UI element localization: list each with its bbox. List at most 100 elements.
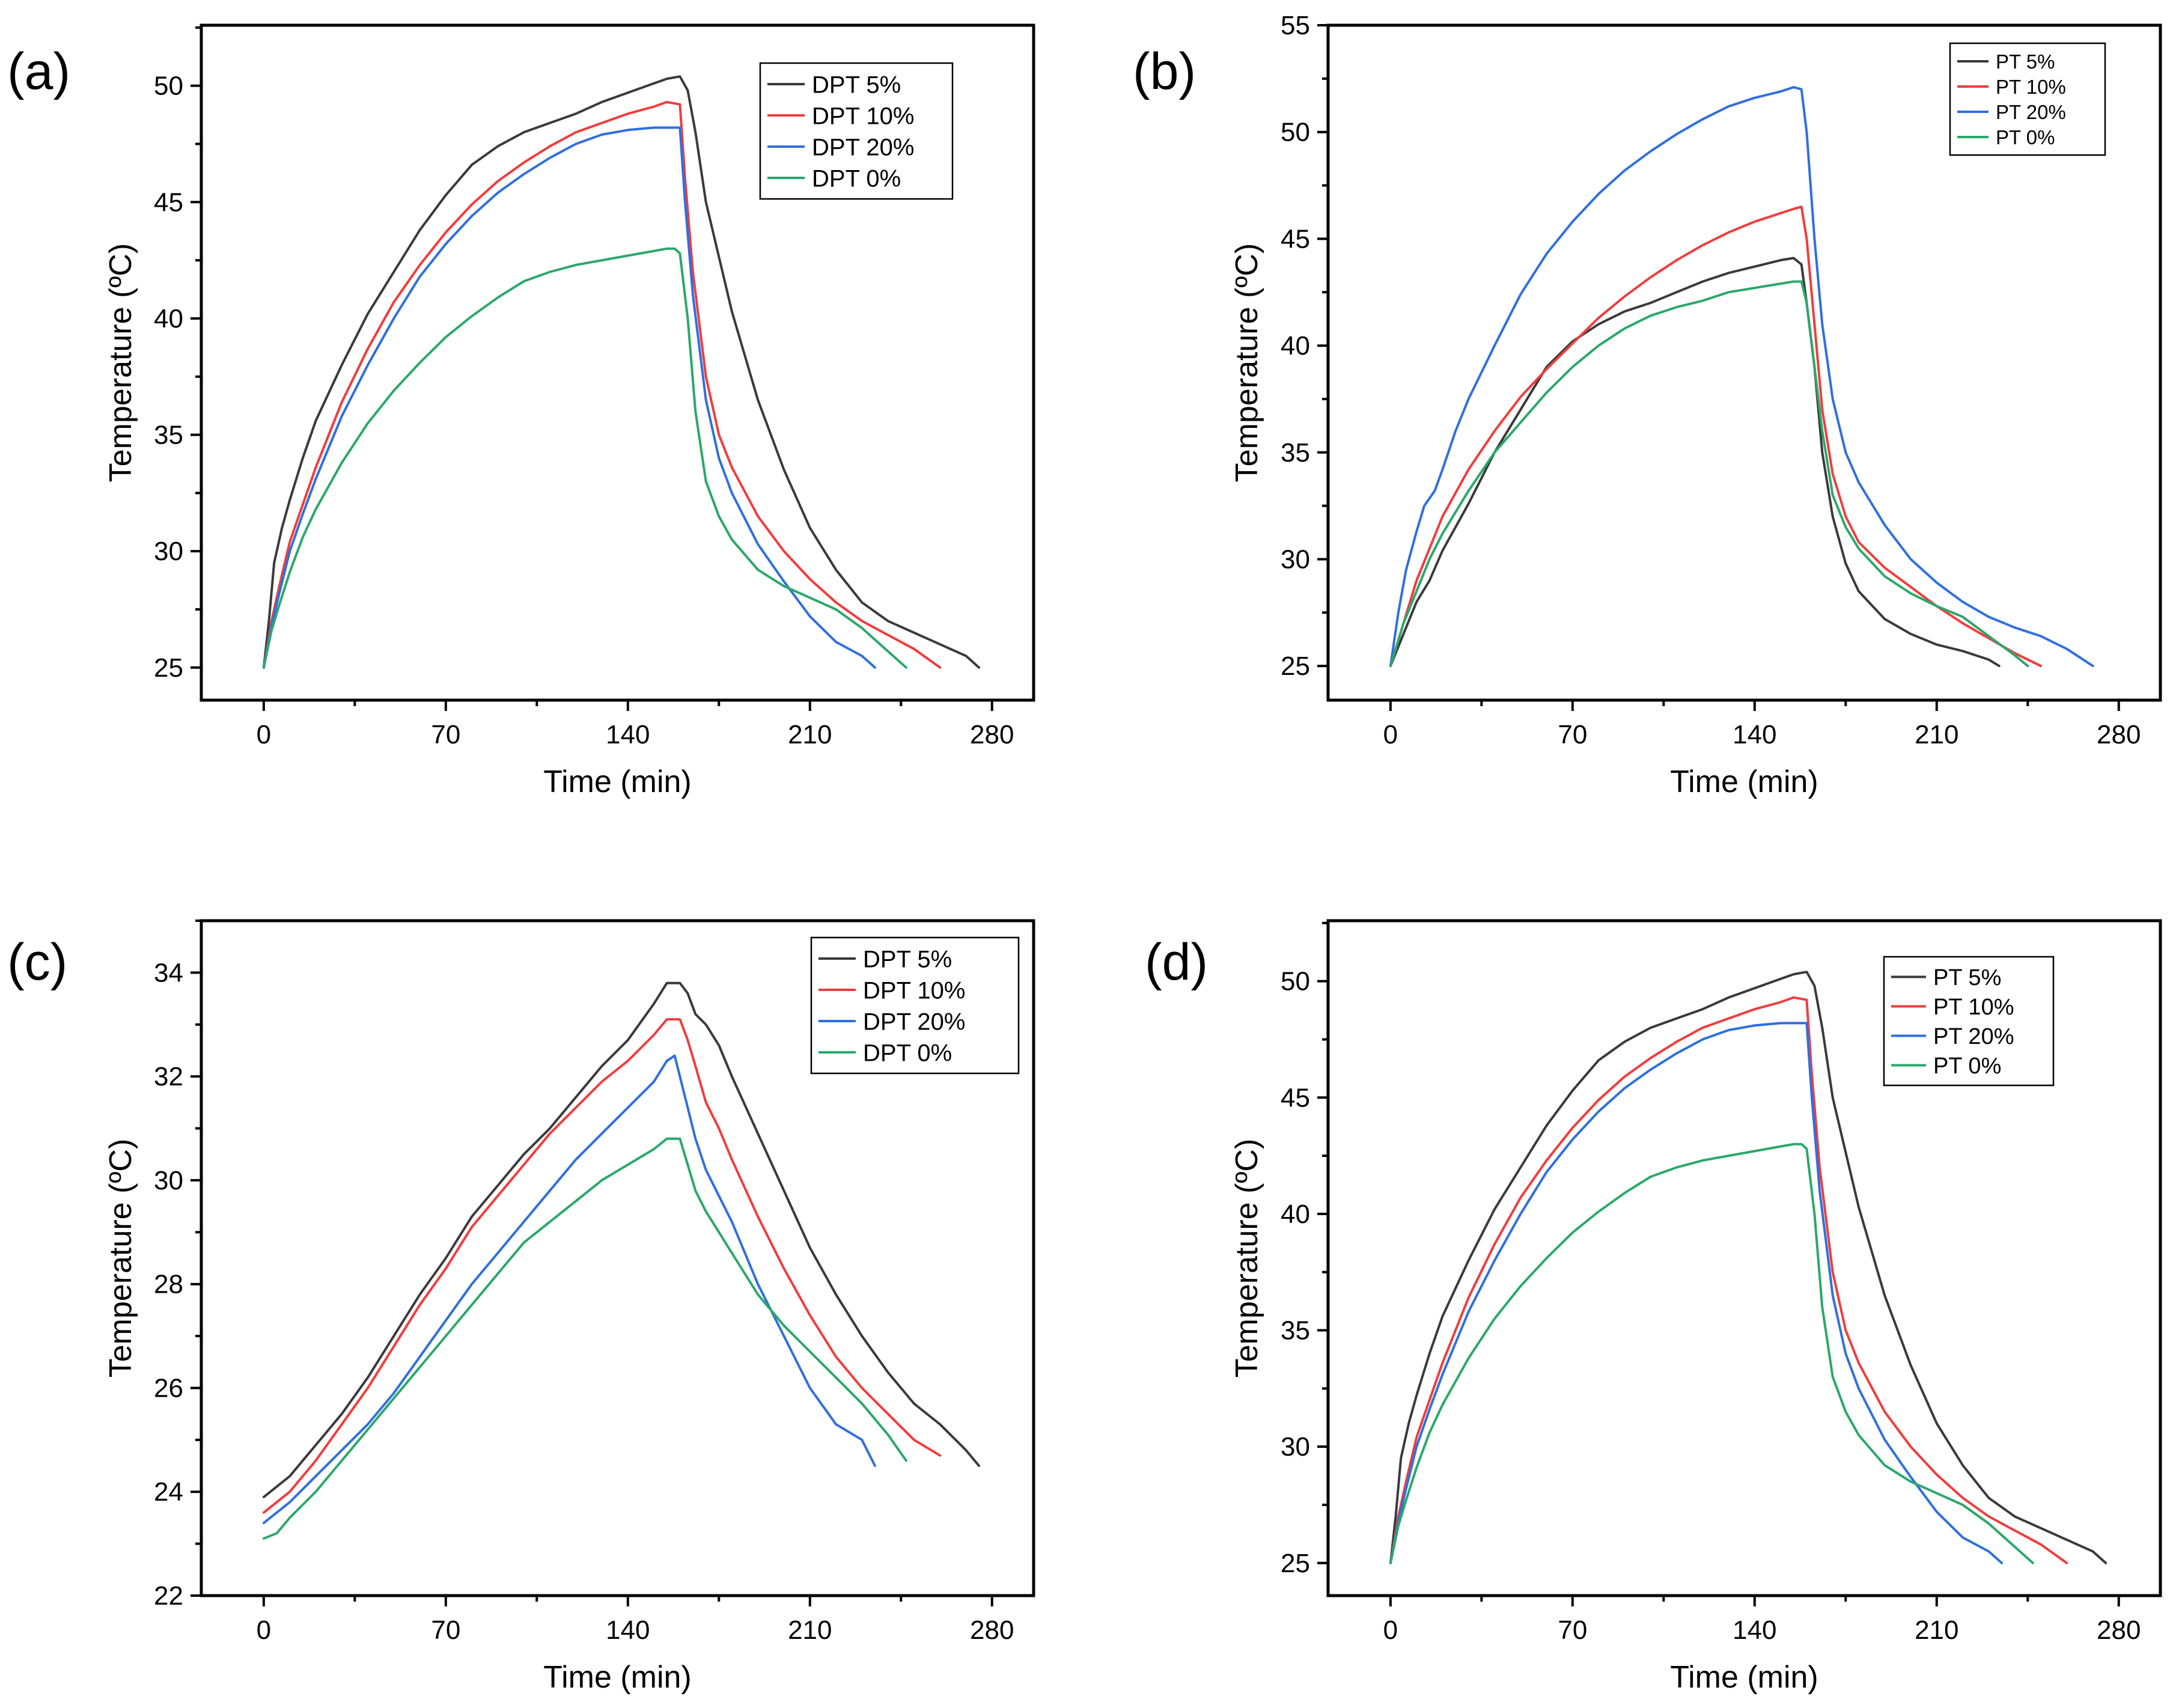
legend-label: DPT 0% bbox=[863, 1040, 952, 1066]
x-tick-label: 70 bbox=[1558, 1615, 1587, 1645]
chart-panel-1: (a) 0 70 140 210 280 25 30 35 40 45 50 Time (min) Tem… bbox=[7, 23, 1035, 799]
legend: DPT 5% DPT 10% DPT 20% DPT 0% bbox=[810, 936, 1020, 1075]
series-line-3 bbox=[1389, 86, 2094, 668]
legend-label: PT 10% bbox=[1933, 995, 2014, 1020]
y-tick-label: 30 bbox=[154, 1166, 183, 1195]
y-tick-label: 40 bbox=[154, 304, 183, 334]
y-tick-label: 45 bbox=[154, 188, 183, 217]
series-line-2 bbox=[1389, 206, 2042, 668]
plot-frame bbox=[200, 919, 1035, 1597]
x-tick-label: 280 bbox=[970, 1615, 1014, 1645]
series-line-4 bbox=[262, 1137, 907, 1540]
x-tick-label: 70 bbox=[431, 1615, 460, 1645]
chart-panel-2: (b) 0 70 140 210 280 25 30 35 40 45 50 55 Time (min) T… bbox=[1133, 11, 2162, 799]
legend-box bbox=[810, 936, 1020, 1075]
y-tick-label: 50 bbox=[154, 72, 183, 101]
y-tick-label: 26 bbox=[154, 1373, 183, 1403]
y-tick-label: 25 bbox=[1281, 651, 1310, 681]
series-line-4 bbox=[1389, 1142, 2034, 1564]
series-line-3 bbox=[262, 126, 876, 669]
series-line-1 bbox=[1389, 257, 2001, 668]
legend: PT 5% PT 10% PT 20% PT 0% bbox=[1883, 956, 2055, 1087]
x-tick-label: 0 bbox=[257, 1615, 271, 1645]
y-tick-label: 45 bbox=[1281, 1083, 1310, 1112]
series-line-4 bbox=[262, 247, 907, 669]
y-tick-label: 50 bbox=[1281, 118, 1310, 147]
y-tick-label: 35 bbox=[1281, 438, 1310, 468]
y-axis-title: Temperature (ºC) bbox=[103, 243, 138, 483]
panel-label: (c) bbox=[7, 933, 67, 991]
series-group bbox=[262, 75, 981, 669]
legend-label: PT 10% bbox=[1996, 76, 2066, 98]
x-tick-label: 70 bbox=[1558, 720, 1587, 749]
series-group bbox=[262, 981, 981, 1540]
y-tick-label: 35 bbox=[154, 421, 183, 450]
x-tick-label: 140 bbox=[606, 720, 650, 749]
legend-label: PT 20% bbox=[1933, 1024, 2014, 1049]
legend-label: DPT 5% bbox=[812, 72, 901, 98]
x-tick-label: 140 bbox=[606, 1615, 650, 1645]
legend-label: DPT 5% bbox=[863, 946, 952, 972]
panel-label: (d) bbox=[1145, 933, 1208, 991]
y-tick-label: 22 bbox=[154, 1581, 183, 1611]
legend-label: PT 5% bbox=[1996, 50, 2055, 73]
x-tick-label: 0 bbox=[1383, 720, 1398, 749]
legend-label: DPT 0% bbox=[812, 165, 901, 192]
series-line-1 bbox=[262, 981, 981, 1498]
legend-label: PT 0% bbox=[1996, 126, 2055, 148]
x-tick-label: 0 bbox=[257, 720, 271, 749]
legend-box bbox=[1883, 956, 2055, 1087]
series-line-2 bbox=[1389, 996, 2068, 1564]
series-line-2 bbox=[262, 1018, 942, 1514]
x-tick-label: 280 bbox=[2097, 1615, 2141, 1645]
y-tick-label: 40 bbox=[1281, 331, 1310, 361]
legend-label: PT 5% bbox=[1933, 965, 2001, 990]
y-tick-label: 34 bbox=[154, 958, 183, 987]
legend-label: DPT 10% bbox=[863, 977, 965, 1004]
legend: PT 5% PT 10% PT 20% PT 0% bbox=[1949, 42, 2106, 156]
series-line-1 bbox=[262, 75, 981, 669]
y-tick-label: 25 bbox=[1281, 1549, 1310, 1578]
x-tick-label: 70 bbox=[431, 720, 460, 749]
y-tick-label: 24 bbox=[154, 1477, 183, 1507]
y-tick-label: 45 bbox=[1281, 224, 1310, 254]
x-axis-title: Time (min) bbox=[543, 764, 692, 799]
y-tick-label: 28 bbox=[154, 1270, 183, 1299]
x-tick-label: 280 bbox=[2097, 720, 2141, 749]
legend-label: DPT 20% bbox=[812, 134, 914, 160]
y-tick-label: 30 bbox=[154, 537, 183, 566]
plot-frame bbox=[1326, 23, 2162, 702]
legend-label: PT 20% bbox=[1996, 101, 2066, 123]
chart-panel-4: (d) 0 70 140 210 280 25 30 35 40 45 50 Time (min) Tem… bbox=[1145, 919, 2162, 1695]
x-axis-title: Time (min) bbox=[1670, 1660, 1818, 1695]
legend-label: DPT 20% bbox=[863, 1008, 965, 1035]
x-tick-label: 280 bbox=[970, 720, 1014, 749]
y-tick-label: 55 bbox=[1281, 11, 1310, 40]
panel-label: (a) bbox=[7, 43, 70, 100]
legend-label: DPT 10% bbox=[812, 103, 914, 129]
legend-box bbox=[759, 62, 954, 200]
series-line-1 bbox=[1389, 971, 2108, 1564]
plot-frame bbox=[1326, 919, 2162, 1597]
series-group bbox=[1389, 86, 2094, 668]
y-tick-label: 25 bbox=[154, 653, 183, 683]
legend-label: PT 0% bbox=[1933, 1054, 2001, 1079]
y-axis-title: Temperature (ºC) bbox=[1230, 243, 1264, 483]
x-tick-label: 210 bbox=[1915, 1615, 1958, 1645]
series-line-3 bbox=[1389, 1022, 2003, 1564]
x-axis-title: Time (min) bbox=[1670, 764, 1818, 799]
x-tick-label: 210 bbox=[788, 1615, 832, 1645]
y-tick-label: 50 bbox=[1281, 967, 1310, 996]
y-tick-label: 32 bbox=[154, 1062, 183, 1091]
x-tick-label: 140 bbox=[1733, 720, 1776, 749]
y-tick-label: 30 bbox=[1281, 1432, 1310, 1462]
plot-frame bbox=[200, 23, 1035, 702]
series-line-3 bbox=[262, 1054, 876, 1525]
x-tick-label: 0 bbox=[1383, 1615, 1398, 1645]
x-axis-title: Time (min) bbox=[543, 1660, 692, 1695]
legend: DPT 5% DPT 10% DPT 20% DPT 0% bbox=[759, 62, 954, 200]
x-tick-label: 210 bbox=[1915, 720, 1958, 749]
series-group bbox=[1389, 971, 2108, 1564]
